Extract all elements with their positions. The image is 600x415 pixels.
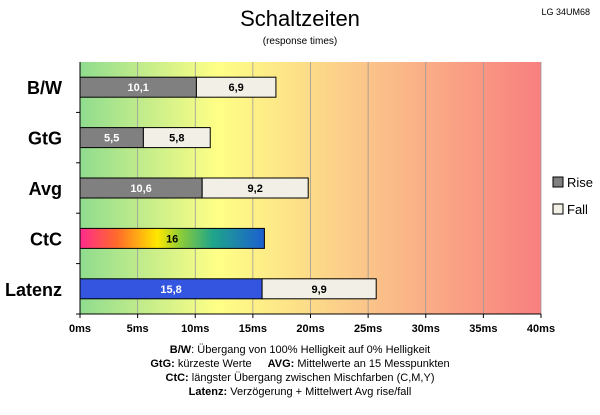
note-line-2: GtG: kürzeste Werte AVG: Mittelwerte an 1… <box>0 357 600 371</box>
note-key: GtG: <box>150 358 175 370</box>
category-label: Latenz <box>5 280 62 300</box>
bar-fall-label: 5,8 <box>169 133 184 145</box>
chart-title: Schaltzeiten <box>240 6 360 31</box>
note-key: Latenz: <box>188 386 228 398</box>
x-tick-label: 5ms <box>127 323 149 335</box>
bar-rise-label: 16 <box>166 233 178 245</box>
note-text: Mittelwerte an 15 Messpunkten <box>294 358 450 370</box>
notes: B/W: Übergang von 100% Helligkeit auf 0%… <box>0 343 600 399</box>
legend-label: Rise <box>567 175 593 190</box>
x-axis-ticks: 0ms 5ms 10ms 15ms 20ms 25ms 30ms 35ms 40ms <box>69 62 555 335</box>
note-text: kürzeste Werte <box>174 358 252 370</box>
bar-fall-label: 9,9 <box>311 284 326 296</box>
x-tick-label: 40ms <box>527 323 555 335</box>
note-text: längster Übergang zwischen Mischfarben (… <box>188 372 435 384</box>
bar-fall <box>201 177 309 199</box>
legend-swatch <box>552 176 564 188</box>
x-tick-label: 15ms <box>239 323 267 335</box>
bar-rise-label: 10,1 <box>127 82 148 94</box>
bar-rise-label: 5,5 <box>104 133 119 145</box>
x-tick-label: 10ms <box>181 323 209 335</box>
note-key: B/W <box>169 344 192 356</box>
legend: Rise Fall <box>552 175 593 217</box>
note-line-4: Latenz: Verzögerung + Mittelwert Avg ris… <box>0 385 600 399</box>
bar-fall <box>142 127 211 149</box>
bar-fall-label: 6,9 <box>229 82 244 94</box>
category-label: GtG <box>28 129 62 149</box>
model-label: LG 34UM68 <box>541 7 590 17</box>
bar-fall <box>195 76 277 98</box>
bars: 10,1 6,9 5,5 5,8 10,6 9,2 16 15,8 9,9 <box>79 76 377 300</box>
category-label: CtC <box>30 229 62 249</box>
bar-fall-label: 9,2 <box>248 183 263 195</box>
category-labels: B/W GtG Avg CtC Latenz <box>5 78 62 300</box>
x-tick-label: 25ms <box>354 323 382 335</box>
x-tick-label: 30ms <box>412 323 440 335</box>
bar-fall <box>261 278 377 300</box>
x-tick-label: 20ms <box>296 323 324 335</box>
note-text: Verzögerung + Mittelwert Avg rise/fall <box>227 386 412 398</box>
bar-rise-label: 15,8 <box>160 284 181 296</box>
note-key: AVG: <box>267 358 295 370</box>
note-text: : Übergang von 100% Helligkeit auf 0% He… <box>191 344 431 356</box>
category-label: B/W <box>27 78 62 98</box>
legend-label: Fall <box>567 202 588 217</box>
bar-rise-label: 10,6 <box>130 183 151 195</box>
note-line-1: B/W: Übergang von 100% Helligkeit auf 0%… <box>0 343 600 357</box>
note-key: CtC: <box>165 372 189 384</box>
chart-subtitle: (response times) <box>262 36 338 47</box>
x-tick-label: 0ms <box>69 323 91 335</box>
x-tick-label: 35ms <box>469 323 497 335</box>
category-label: Avg <box>29 179 62 199</box>
legend-swatch <box>552 203 564 215</box>
note-line-3: CtC: längster Übergang zwischen Mischfar… <box>0 371 600 385</box>
